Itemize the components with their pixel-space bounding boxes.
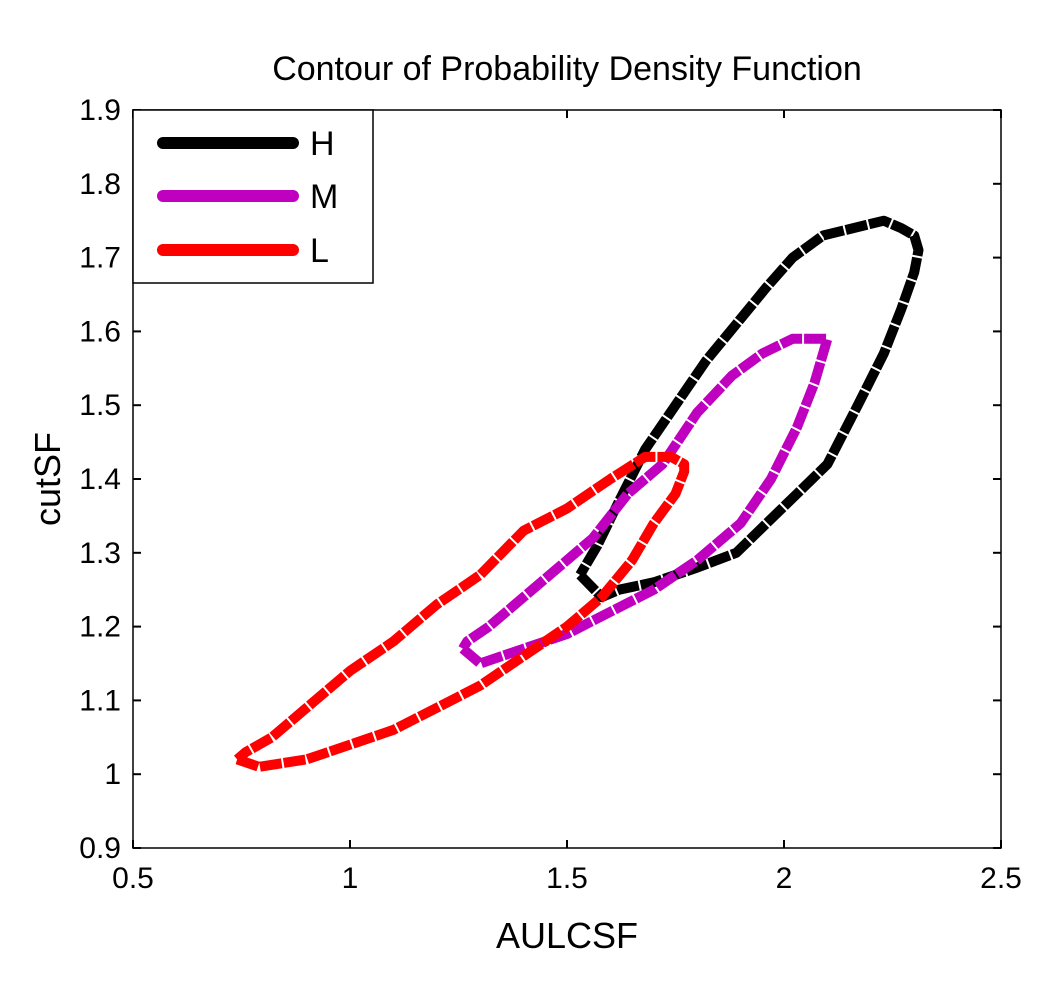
y-tick-label: 1.9 (79, 94, 121, 127)
y-tick-label: 1.5 (79, 389, 121, 422)
series-contour-m (458, 333, 833, 669)
x-tick-label: 1.5 (546, 862, 588, 895)
x-tick-label: 0.5 (112, 862, 154, 895)
y-tick-label: 1.1 (79, 684, 121, 717)
y-tick-label: 1.3 (79, 537, 121, 570)
y-tick-label: 1.6 (79, 315, 121, 348)
legend: HML (132, 109, 374, 284)
y-tick-label: 1.2 (79, 611, 121, 644)
chart-title: Contour of Probability Density Function (272, 50, 862, 88)
series-layer (233, 215, 924, 772)
legend-label-h: H (310, 125, 335, 163)
legend-label-l: L (310, 232, 329, 270)
y-axis: 0.9 1 1.1 1.2 1.3 1.4 1.5 1.6 1.7 1.8 1.9 (79, 94, 1001, 865)
y-tick-label: 1.7 (79, 242, 121, 275)
y-tick-label: 1.4 (79, 463, 121, 496)
y-tick-label: 1 (104, 758, 121, 791)
y-tick-label: 1.8 (79, 168, 121, 201)
y-axis-title: cutSF (27, 432, 68, 526)
x-tick-label: 1 (342, 862, 359, 895)
x-tick-label: 2.5 (980, 862, 1022, 895)
legend-label-m: M (310, 178, 338, 216)
x-tick-label: 2 (776, 862, 793, 895)
x-axis: 0.5 1 1.5 2 2.5 (112, 110, 1022, 895)
series-contour-h (575, 215, 924, 603)
x-axis-title: AULCSF (496, 915, 638, 956)
series-contour-l (233, 451, 690, 772)
y-tick-label: 0.9 (79, 832, 121, 865)
